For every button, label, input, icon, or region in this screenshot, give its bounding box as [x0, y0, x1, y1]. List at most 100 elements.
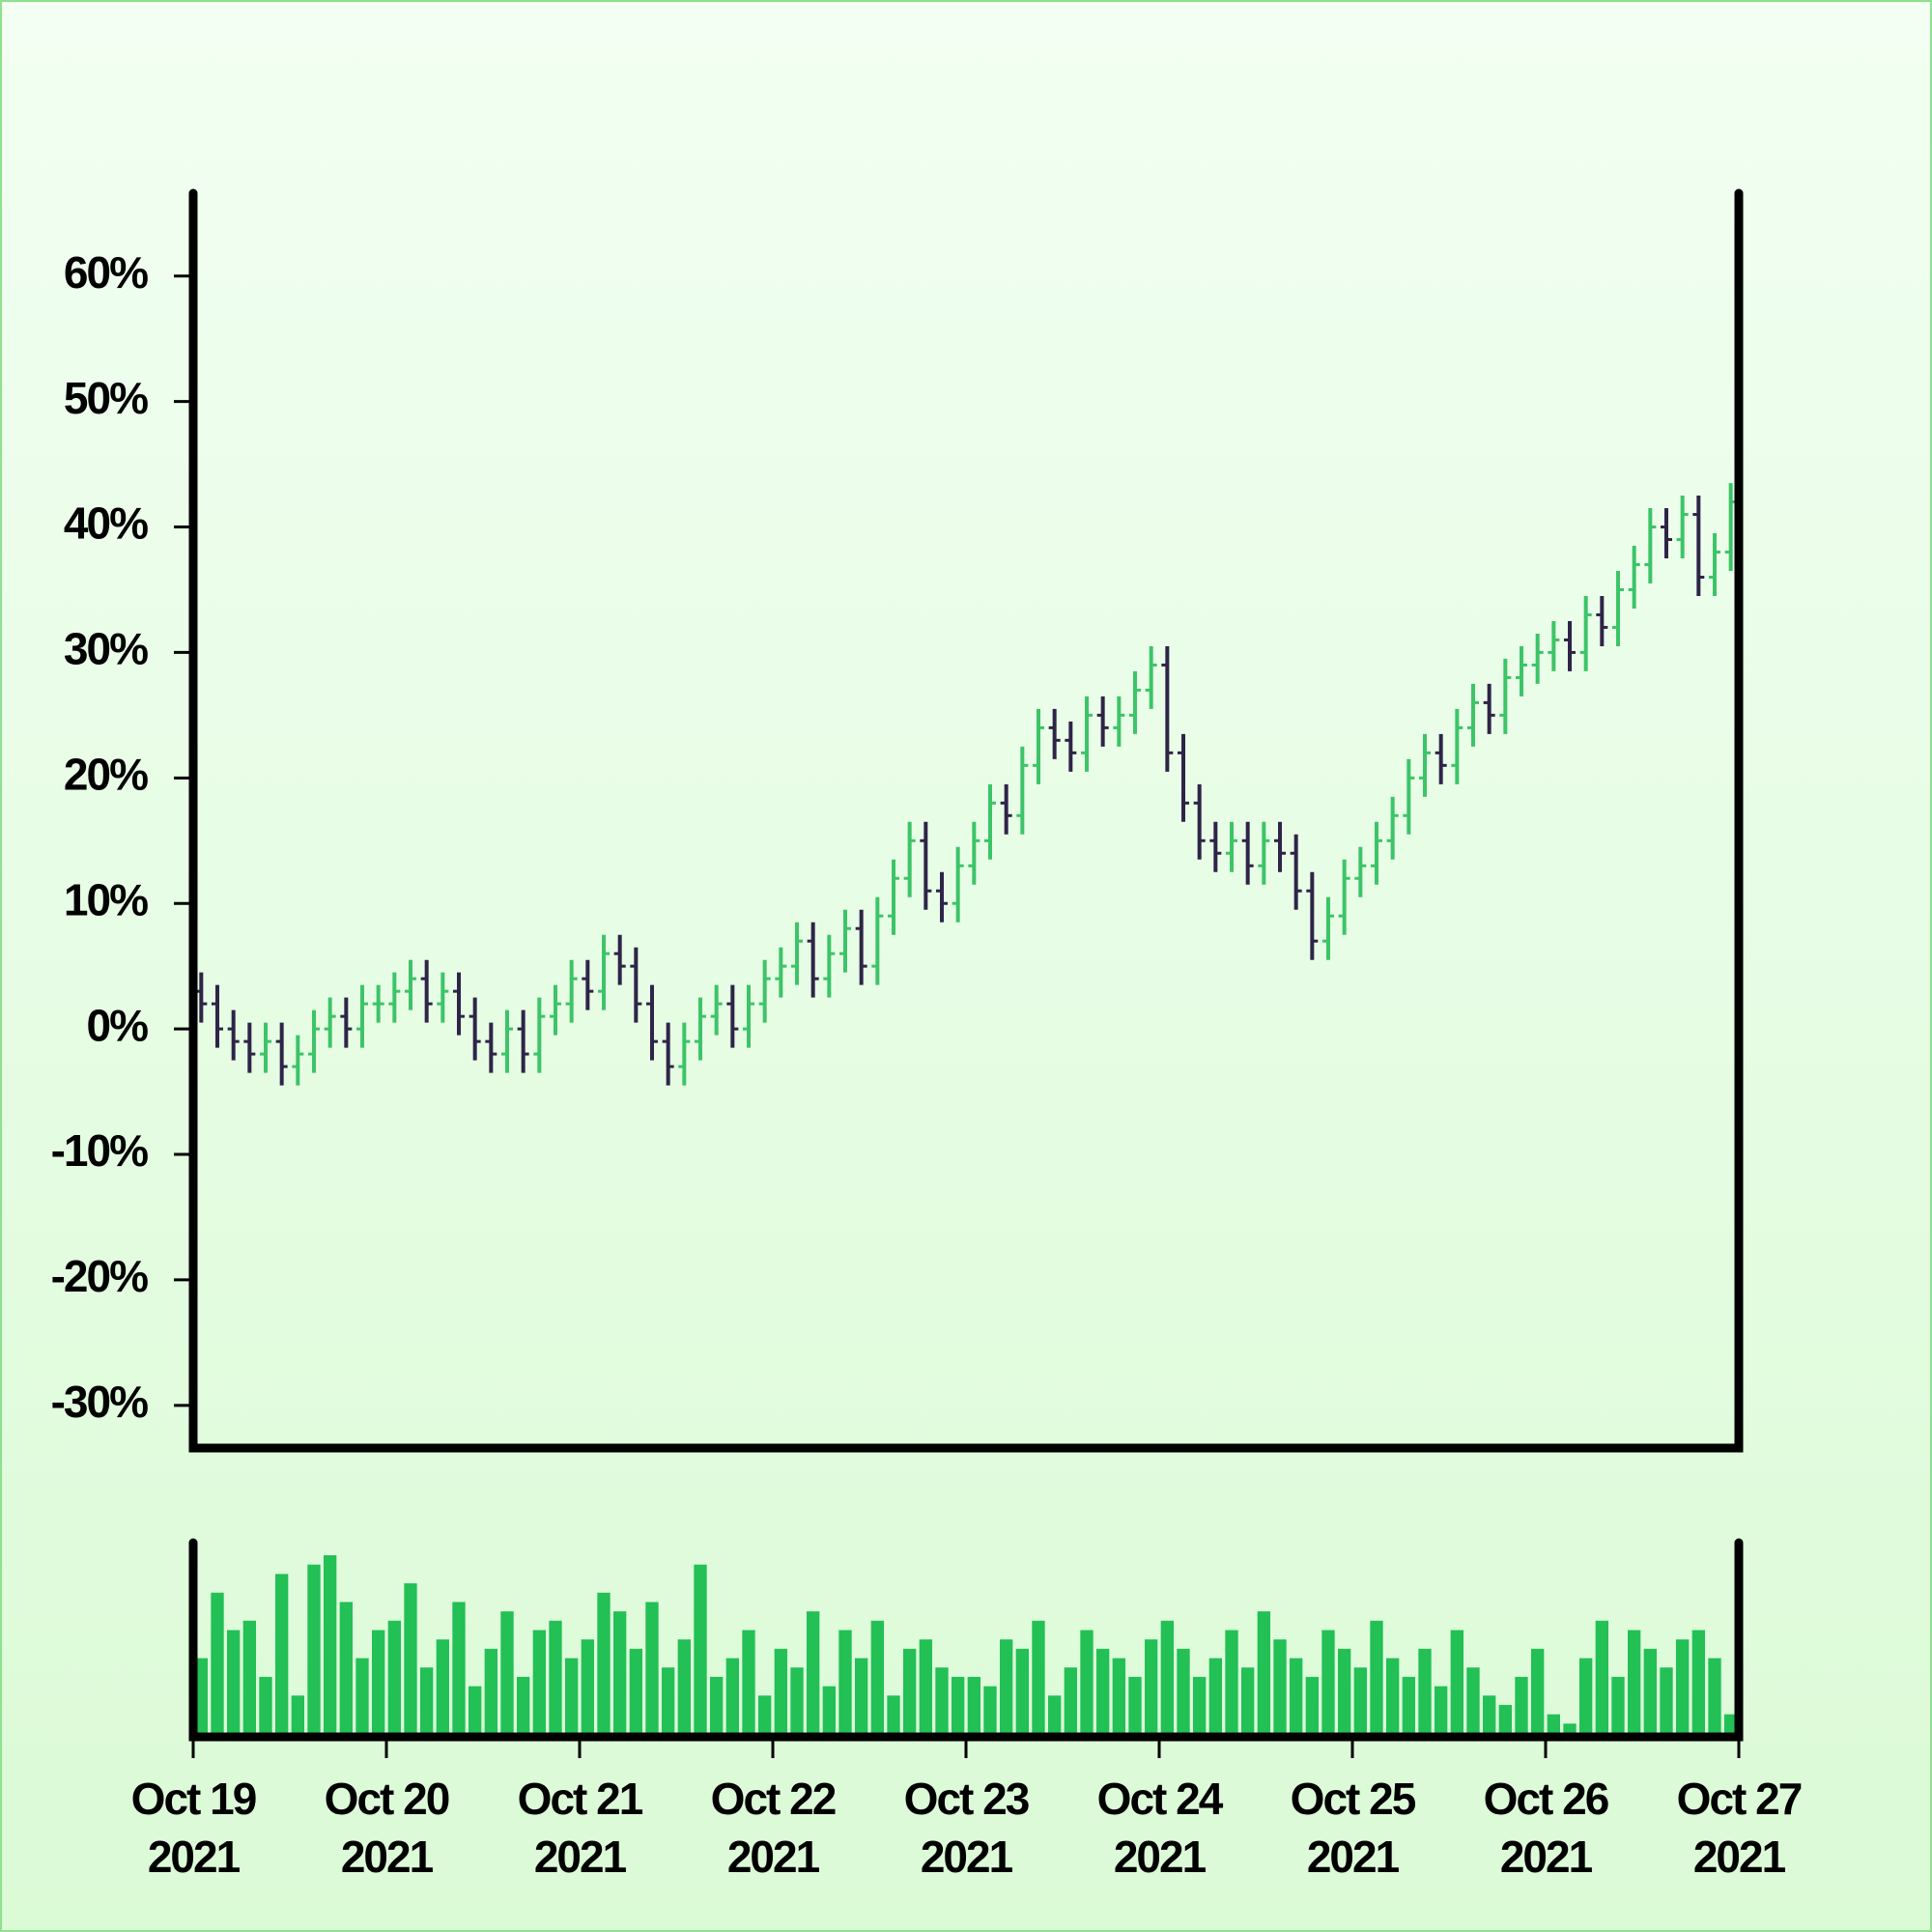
volume-bar [194, 1658, 208, 1733]
ohlc-bar [1193, 783, 1206, 860]
x-tick-label: Oct 24 [1097, 1774, 1224, 1824]
volume-bar [1290, 1658, 1303, 1733]
ohlc-bar [227, 1009, 240, 1061]
ohlc-bar [1129, 670, 1141, 734]
volume-bar [242, 1620, 256, 1733]
ohlc-bar [1113, 696, 1125, 747]
ohlc-bar [1161, 645, 1174, 772]
ohlc-bar [292, 1035, 304, 1086]
volume-bar [307, 1564, 321, 1733]
ohlc-bar [726, 984, 739, 1048]
volume-bar [903, 1648, 917, 1733]
volume-bar [565, 1658, 579, 1733]
y-tick-label: 40% [64, 498, 148, 549]
volume-bar [1611, 1676, 1625, 1733]
volume-bar [1160, 1620, 1174, 1733]
volume-bar [694, 1564, 707, 1733]
x-tick-label: 2021 [534, 1832, 627, 1882]
volume-bar [1628, 1630, 1641, 1733]
volume-bar [1418, 1648, 1432, 1733]
ohlc-bar [1178, 733, 1189, 822]
volume-bar [774, 1648, 787, 1733]
x-tick-label: Oct 25 [1291, 1774, 1416, 1824]
volume-bar [952, 1676, 965, 1733]
y-tick-label: -30% [51, 1377, 148, 1427]
ohlc-bar [1258, 821, 1270, 885]
volume-bar [1305, 1676, 1319, 1733]
ohlc-bar [775, 947, 787, 998]
ohlc-bar [1692, 496, 1705, 596]
ohlc-bar [678, 1022, 691, 1086]
ohlc-bar [501, 1009, 513, 1073]
ohlc-bar [372, 984, 384, 1023]
volume-bar [822, 1686, 836, 1733]
volume-bar [1724, 1714, 1738, 1733]
volume-bar [1515, 1676, 1528, 1733]
volume-bar [275, 1574, 289, 1733]
ohlc-bar [1467, 683, 1479, 747]
volume-bar [1338, 1648, 1351, 1733]
ohlc-bar [662, 1022, 674, 1086]
price-frame [188, 188, 1744, 1453]
volume-bar [517, 1676, 530, 1733]
y-tick-label: -10% [51, 1125, 148, 1176]
volume-bar [1015, 1648, 1029, 1733]
volume-bar [807, 1611, 820, 1733]
y-tick-label: 10% [64, 874, 148, 924]
volume-bar [790, 1667, 804, 1733]
volume-bar [983, 1686, 997, 1733]
ohlc-bar [533, 997, 546, 1073]
ohlc-bar [1419, 733, 1431, 797]
ohlc-bar [952, 846, 964, 923]
volume-bar [1048, 1695, 1062, 1733]
ohlc-bar [1241, 821, 1254, 885]
volume-bar [855, 1658, 868, 1733]
ohlc-bar [405, 959, 416, 1010]
volume-bar [629, 1648, 642, 1733]
volume-bar [597, 1592, 611, 1733]
volume-bar [387, 1620, 401, 1733]
volume-bar [1000, 1639, 1013, 1733]
ohlc-bar [758, 959, 771, 1023]
volume-bar [259, 1676, 272, 1733]
volume-bar [887, 1695, 900, 1733]
volume-bar [1466, 1667, 1480, 1733]
ohlc-bar [582, 959, 594, 1010]
ohlc-bar [1048, 708, 1061, 759]
volume-bar [469, 1686, 482, 1733]
volume-bar [404, 1583, 417, 1733]
volume-bar [420, 1667, 434, 1733]
ohlc-bar [1306, 871, 1319, 960]
ohlc-bar [695, 997, 706, 1061]
volume-bar [339, 1602, 353, 1733]
ohlc-bar [743, 984, 754, 1048]
ohlc-bar [807, 922, 819, 998]
ohlc-bar [243, 1022, 256, 1073]
ohlc-bar [1596, 595, 1608, 646]
y-tick-label: 50% [64, 373, 148, 423]
volume-bar [1708, 1658, 1721, 1733]
ohlc-bar [1403, 758, 1415, 835]
ohlc-bar [888, 859, 899, 935]
volume-bar [372, 1630, 385, 1733]
ohlc-bar [324, 997, 336, 1048]
ohlc-bar [1145, 645, 1157, 709]
ohlc-bar [1548, 620, 1560, 671]
ohlc-bar [1322, 896, 1334, 960]
volume-bar [1386, 1658, 1400, 1733]
volume-bar [1483, 1695, 1496, 1733]
volume-bar [1032, 1620, 1045, 1733]
volume-bar [452, 1602, 466, 1733]
ohlc-bar [420, 959, 433, 1023]
ohlc-bar [1516, 645, 1527, 696]
y-tick-label: 60% [64, 247, 148, 298]
volume-bar [324, 1555, 337, 1733]
ohlc-bar [1499, 658, 1512, 734]
ohlc-bar [1564, 620, 1576, 671]
volume-bar [742, 1630, 755, 1733]
x-tick-label: 2021 [148, 1832, 241, 1882]
x-tick-label: Oct 26 [1484, 1774, 1608, 1824]
ohlc-bar [1016, 746, 1029, 835]
